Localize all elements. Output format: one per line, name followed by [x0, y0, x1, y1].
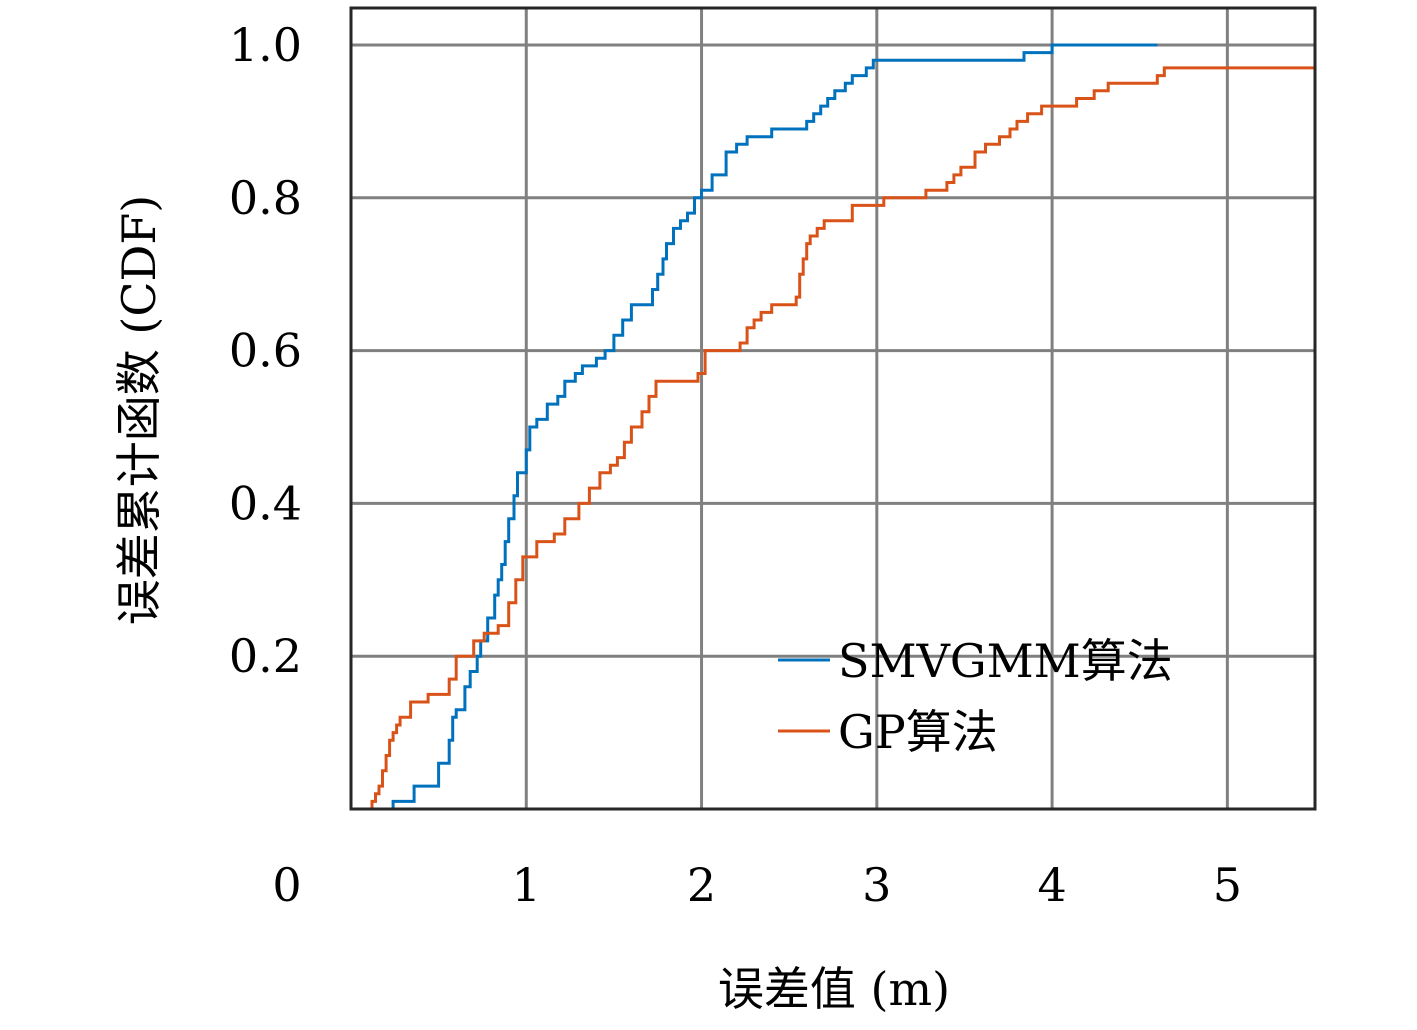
y-tick-label: 0.4 [229, 476, 302, 530]
y-tick-label: 1.0 [229, 18, 302, 72]
x-tick-label: 0 [272, 858, 301, 912]
y-tick-label: 0.8 [229, 171, 302, 225]
x-axis-ticks: 0 1 2 3 4 5 [272, 858, 1242, 912]
x-tick-label: 3 [862, 858, 891, 912]
grid [351, 8, 1315, 809]
x-axis-title: 误差值 (m) [718, 962, 950, 1016]
y-tick-label: 0.6 [229, 324, 302, 378]
series-line-smvgmm [391, 43, 1158, 809]
x-tick-label: 5 [1213, 858, 1242, 912]
legend-label: SMVGMM算法 [838, 634, 1173, 688]
series-group [370, 43, 1315, 809]
y-axis-title: 误差累计函数 (CDF) [112, 195, 166, 626]
plot-area-border [349, 6, 1317, 811]
series-line-gp [370, 66, 1315, 809]
y-tick-label: 0.2 [229, 629, 302, 683]
legend-entry-smvgmm: SMVGMM算法 [778, 634, 1173, 688]
x-tick-label: 4 [1037, 858, 1066, 912]
x-tick-label: 1 [512, 858, 541, 912]
x-tick-label: 2 [687, 858, 716, 912]
legend: SMVGMM算法 GP算法 [778, 634, 1173, 759]
legend-label: GP算法 [838, 705, 998, 759]
legend-entry-gp: GP算法 [778, 705, 998, 759]
y-axis-ticks: 0.2 0.4 0.6 0.8 1.0 [229, 18, 302, 683]
